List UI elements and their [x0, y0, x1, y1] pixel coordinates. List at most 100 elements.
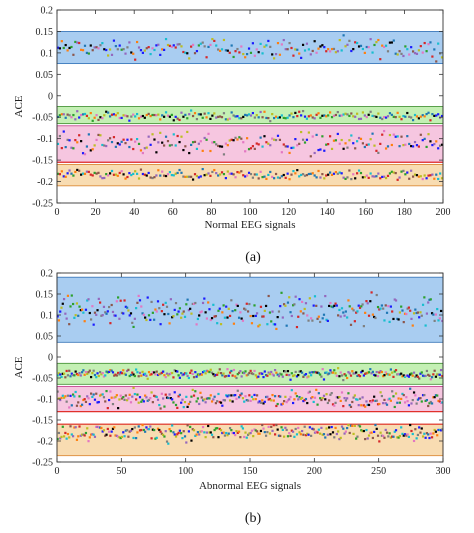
data-point	[126, 138, 129, 141]
data-point	[127, 309, 130, 312]
data-point	[184, 113, 187, 116]
data-point	[118, 44, 121, 47]
data-point	[297, 373, 300, 377]
data-point	[343, 432, 346, 435]
data-point	[133, 374, 136, 378]
data-point	[189, 400, 192, 404]
data-point	[263, 175, 266, 178]
data-point	[230, 369, 233, 373]
data-point	[346, 376, 349, 380]
data-point	[300, 56, 303, 59]
data-point	[419, 133, 422, 136]
data-point	[210, 371, 214, 374]
data-point	[276, 116, 280, 119]
data-point	[278, 138, 282, 141]
data-point	[93, 46, 96, 49]
data-point	[388, 373, 391, 376]
data-point	[295, 325, 299, 329]
panel-caption: (a)	[245, 250, 261, 265]
data-point	[92, 433, 95, 436]
data-point	[403, 401, 407, 404]
data-point	[346, 43, 349, 46]
data-point	[437, 373, 440, 376]
data-point	[92, 323, 95, 326]
data-point	[290, 389, 293, 392]
data-point	[124, 394, 127, 397]
data-point	[411, 50, 415, 53]
data-point	[186, 52, 189, 55]
data-point	[219, 372, 223, 375]
data-point	[252, 435, 255, 438]
data-point	[156, 398, 160, 401]
data-point	[97, 171, 100, 174]
data-point	[284, 395, 287, 398]
data-point	[439, 429, 443, 432]
data-point	[270, 370, 273, 374]
data-point	[108, 48, 112, 51]
data-point	[376, 434, 380, 437]
data-point	[421, 435, 425, 438]
data-point	[342, 311, 345, 314]
data-point	[166, 139, 170, 143]
data-point	[289, 434, 292, 438]
data-point	[254, 314, 257, 317]
data-point	[209, 368, 212, 371]
data-point	[215, 172, 218, 175]
data-point	[330, 147, 334, 151]
data-point	[371, 370, 374, 373]
data-point	[221, 374, 224, 377]
data-point	[117, 296, 120, 299]
data-point	[347, 392, 350, 395]
data-point	[172, 401, 175, 404]
data-point	[230, 44, 233, 47]
data-point	[87, 440, 90, 443]
data-point	[410, 402, 413, 405]
data-point	[89, 318, 93, 321]
data-point	[105, 433, 108, 436]
data-point	[56, 437, 59, 441]
data-point	[122, 396, 125, 399]
data-point	[388, 133, 392, 137]
data-point	[365, 300, 368, 303]
data-point	[273, 116, 276, 120]
data-point	[60, 375, 63, 378]
data-point	[261, 399, 264, 402]
data-point	[271, 53, 274, 56]
data-point	[252, 372, 255, 376]
data-point	[74, 139, 77, 142]
data-point	[57, 397, 61, 400]
data-point	[77, 435, 80, 438]
data-point	[147, 171, 150, 175]
data-point	[132, 436, 135, 440]
data-point	[110, 303, 113, 307]
data-point	[195, 117, 199, 121]
data-point	[120, 435, 124, 439]
data-point	[99, 426, 102, 429]
data-point	[352, 173, 355, 176]
data-point	[223, 375, 227, 378]
data-point	[409, 309, 412, 312]
data-point	[138, 396, 142, 399]
data-point	[204, 436, 207, 439]
data-point	[71, 373, 75, 377]
data-point	[218, 307, 221, 310]
data-point	[226, 368, 229, 371]
data-point	[123, 372, 126, 375]
data-point	[339, 399, 342, 402]
data-point	[319, 373, 322, 376]
data-point	[192, 302, 196, 305]
data-point	[289, 311, 292, 314]
data-point	[255, 114, 258, 117]
data-point	[373, 315, 376, 319]
data-point	[356, 172, 359, 175]
data-point	[356, 41, 359, 45]
data-point	[217, 371, 220, 374]
data-point	[342, 405, 345, 408]
data-point	[153, 176, 156, 179]
data-point	[158, 373, 161, 376]
data-point	[244, 308, 247, 311]
data-point	[297, 426, 300, 430]
data-point	[279, 395, 282, 398]
data-point	[394, 299, 398, 302]
data-point	[361, 47, 365, 51]
